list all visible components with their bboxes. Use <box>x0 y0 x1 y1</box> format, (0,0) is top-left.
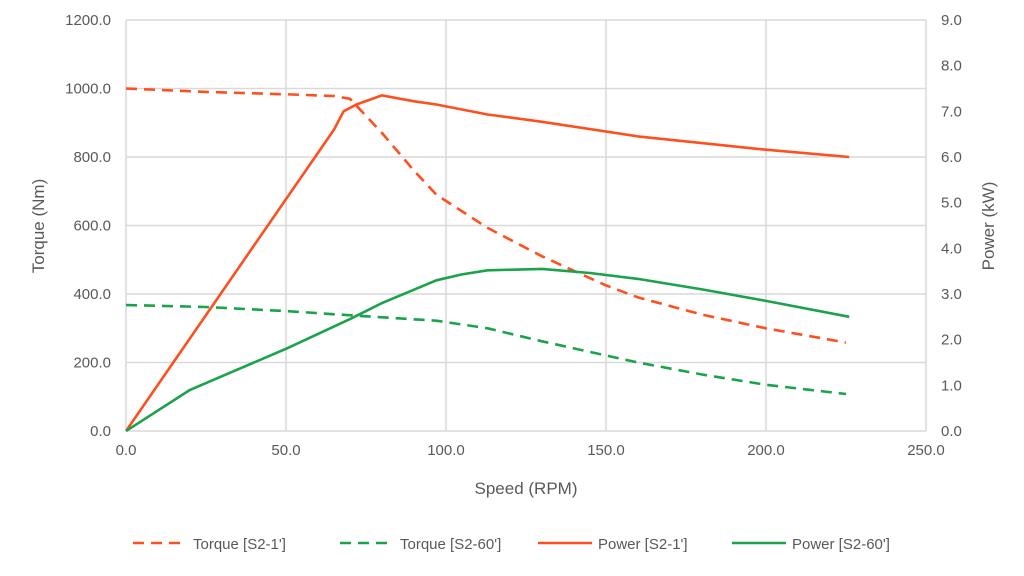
legend: Torque [S2-1'] Torque [S2-60'] Power [S2-1… <box>133 536 890 553</box>
y2-tick-label: 0.0 <box>941 423 962 440</box>
y-axis-ticks: 0.0 200.0 400.0 600.0 800.0 1000.0 1200.0 <box>65 12 111 440</box>
series-lines <box>124 87 850 433</box>
x-tick-label: 150.0 <box>587 442 625 459</box>
y-tick-label: 600.0 <box>73 218 111 235</box>
y-tick-label: 200.0 <box>73 355 111 372</box>
y2-tick-label: 7.0 <box>941 103 962 120</box>
y2-axis-ticks: 0.0 1.0 2.0 3.0 4.0 5.0 6.0 7.0 8.0 9.0 <box>941 12 962 440</box>
x-axis-ticks: 0.0 50.0 100.0 150.0 200.0 250.0 <box>116 442 945 459</box>
x-tick-label: 100.0 <box>427 442 465 459</box>
y2-axis-title: Power (kW) <box>979 182 998 271</box>
y-tick-label: 1200.0 <box>65 12 111 29</box>
y2-tick-label: 8.0 <box>941 58 962 75</box>
series-line-2 <box>124 94 850 432</box>
x-tick-label: 50.0 <box>271 442 300 459</box>
y2-tick-label: 9.0 <box>941 12 962 29</box>
legend-label: Power [S2-1'] <box>598 536 688 553</box>
y2-tick-label: 3.0 <box>941 286 962 303</box>
y-tick-label: 800.0 <box>73 149 111 166</box>
y2-tick-label: 5.0 <box>941 195 962 212</box>
y2-tick-label: 1.0 <box>941 377 962 394</box>
legend-label: Power [S2-60'] <box>792 536 890 553</box>
series-line-3 <box>125 267 850 433</box>
series-line-1 <box>125 303 847 396</box>
grid <box>125 19 927 432</box>
x-tick-label: 200.0 <box>747 442 785 459</box>
legend-label: Torque [S2-1'] <box>193 536 286 553</box>
y-tick-label: 400.0 <box>73 286 111 303</box>
y-tick-label: 1000.0 <box>65 81 111 98</box>
x-axis-title: Speed (RPM) <box>475 479 578 498</box>
y2-tick-label: 2.0 <box>941 332 962 349</box>
x-tick-label: 250.0 <box>907 442 945 459</box>
y-axis-title: Torque (Nm) <box>29 179 48 273</box>
legend-label: Torque [S2-60'] <box>400 536 501 553</box>
x-tick-label: 0.0 <box>116 442 137 459</box>
y2-tick-label: 4.0 <box>941 240 962 257</box>
y2-tick-label: 6.0 <box>941 149 962 166</box>
y-tick-label: 0.0 <box>90 423 111 440</box>
series-line-0 <box>125 87 847 344</box>
